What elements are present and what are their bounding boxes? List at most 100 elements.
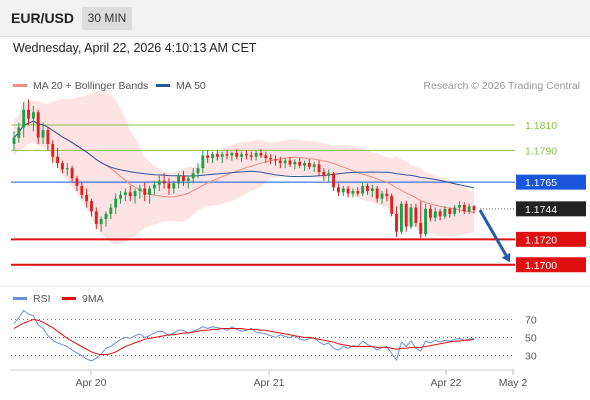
rsi-series-9ma xyxy=(13,318,475,356)
ma50-line xyxy=(13,120,475,189)
candle xyxy=(60,160,64,174)
9ma-label: 9MA xyxy=(82,293,104,305)
candle xyxy=(351,188,355,198)
candle xyxy=(162,173,166,189)
legend-ma50: MA 50 xyxy=(156,80,206,92)
9ma-swatch xyxy=(62,296,76,300)
top-bar: EUR/USD 30 MIN xyxy=(0,0,590,37)
candle xyxy=(65,163,69,176)
candle xyxy=(104,211,108,227)
level-label: 1.1700 xyxy=(525,260,557,272)
candle xyxy=(230,151,234,161)
candle xyxy=(85,188,89,208)
candle xyxy=(249,151,253,161)
candle xyxy=(361,182,365,197)
candle xyxy=(167,178,171,195)
candle xyxy=(206,150,210,164)
candle xyxy=(46,127,50,151)
candle xyxy=(36,109,40,145)
candle xyxy=(133,188,137,204)
candle xyxy=(448,207,452,218)
candle xyxy=(109,203,113,219)
candle xyxy=(317,160,321,176)
forecast-arrow xyxy=(478,209,511,263)
candle xyxy=(220,151,224,164)
candle xyxy=(298,158,302,169)
candle xyxy=(215,150,219,161)
timeframe-button[interactable]: 30 MIN xyxy=(82,7,132,30)
x-tick-label: Apr 20 xyxy=(76,377,107,389)
level-label: 1.1810 xyxy=(525,120,557,132)
ma20-swatch xyxy=(13,83,27,87)
level-label: 1.1765 xyxy=(525,177,557,189)
candle xyxy=(143,182,147,202)
candle xyxy=(235,149,239,160)
forecast-arrow-head xyxy=(501,252,511,263)
candle xyxy=(336,183,340,197)
candle xyxy=(274,155,277,166)
candle xyxy=(244,150,248,160)
x-tick-label: Apr 22 xyxy=(431,377,462,389)
candle xyxy=(51,140,55,164)
candle xyxy=(27,99,30,125)
x-tick-label: May 2 xyxy=(499,377,528,389)
candlesticks xyxy=(12,99,476,240)
candle xyxy=(177,173,181,189)
candle xyxy=(380,191,384,204)
level-badge xyxy=(516,257,586,273)
candle xyxy=(22,102,26,138)
rsi-swatch xyxy=(13,296,27,300)
level-label: 1.1720 xyxy=(525,234,557,246)
candle xyxy=(152,180,156,195)
candle xyxy=(419,201,423,240)
ma20-label: MA 20 + Bollinger Bands xyxy=(33,80,149,92)
candle xyxy=(148,185,152,204)
candle xyxy=(259,149,263,158)
candle xyxy=(196,163,200,179)
rsi-series-rsi xyxy=(13,309,475,362)
candle xyxy=(80,182,84,199)
candle xyxy=(75,175,79,192)
candle xyxy=(56,147,60,169)
candle xyxy=(186,175,190,189)
candle xyxy=(94,207,98,230)
x-axis-ticks: Apr 20 Apr 21 Apr 22 May 2 xyxy=(76,370,528,389)
candle xyxy=(90,198,93,217)
candle xyxy=(254,150,258,161)
level-badge xyxy=(516,231,586,247)
candle xyxy=(443,206,447,219)
legend-ma20: MA 20 + Bollinger Bands xyxy=(13,80,148,92)
candle xyxy=(428,205,432,222)
candle xyxy=(31,105,35,132)
legend-9ma: 9MA xyxy=(62,293,104,305)
candle xyxy=(462,202,466,214)
candle xyxy=(128,185,132,202)
rsi-tick-label: 70 xyxy=(525,315,537,327)
candle xyxy=(293,159,297,170)
candle xyxy=(12,131,16,151)
candle xyxy=(182,170,185,186)
candle xyxy=(472,205,476,214)
candle xyxy=(322,168,326,181)
candle xyxy=(211,151,214,164)
candle xyxy=(327,169,331,183)
candle xyxy=(283,158,287,169)
candle xyxy=(99,216,103,232)
candle xyxy=(438,208,442,221)
level-label: 1.1790 xyxy=(525,145,557,157)
level-badge xyxy=(516,174,586,190)
candle xyxy=(41,122,45,145)
candle xyxy=(409,203,413,230)
candle xyxy=(225,150,229,160)
candle xyxy=(172,180,176,194)
rsi-tick-label: 30 xyxy=(525,351,537,363)
candle xyxy=(332,171,336,192)
candle xyxy=(467,203,471,214)
rsi-pane: 30 50 70 xyxy=(11,309,537,363)
candle xyxy=(288,156,292,167)
candle xyxy=(370,184,374,198)
candle xyxy=(312,161,316,172)
candle xyxy=(240,151,244,162)
candle xyxy=(201,150,205,174)
